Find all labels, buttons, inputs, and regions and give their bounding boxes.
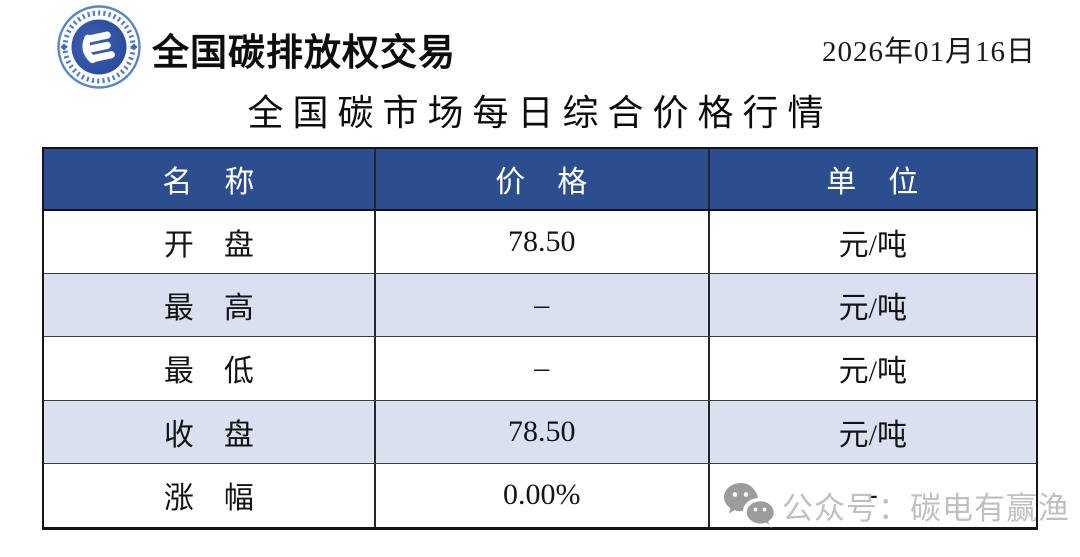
row-price: – [376, 274, 710, 337]
col-header-price: 价 格 [376, 149, 710, 209]
row-unit: 元/吨 [838, 292, 907, 326]
row-price: 78.50 [376, 400, 710, 463]
table-row-high: 最 高 – 元/吨 [44, 274, 1036, 338]
masthead: 全国碳排放权交易 2026年01月16日 [0, 0, 1080, 92]
page-title: 全国碳市场每日综合价格行情 [247, 93, 833, 133]
row-name: 最 高 [44, 274, 376, 337]
row-unit: 元/吨 [838, 229, 907, 263]
row-unit: 元/吨 [838, 355, 907, 389]
row-unit: - [867, 478, 878, 512]
table-row-close: 收 盘 78.50 元/吨 [44, 400, 1036, 464]
row-unit: 元/吨 [838, 418, 907, 452]
row-price: 78.50 [376, 211, 710, 274]
table-row-change: 涨 幅 0.00% - [44, 463, 1036, 527]
row-name: 开 盘 [44, 211, 376, 274]
carbon-exchange-logo-icon [57, 5, 141, 89]
report-date: 2026年01月16日 [821, 36, 1036, 68]
daily-price-table: 名 称 价 格 单 位 开 盘 78.50 元/吨 最 高 – 元/吨 最 低 … [42, 147, 1038, 530]
table-header-row: 名 称 价 格 单 位 [44, 149, 1036, 211]
row-name: 收 盘 [44, 400, 376, 463]
row-name: 最 低 [44, 337, 376, 400]
row-name: 涨 幅 [44, 463, 376, 527]
row-price: 0.00% [376, 463, 710, 527]
col-header-unit: 单 位 [826, 166, 920, 199]
col-header-name: 名 称 [44, 149, 376, 209]
row-price: – [376, 337, 710, 400]
table-row-open: 开 盘 78.50 元/吨 [44, 211, 1036, 275]
brand-title: 全国碳排放权交易 [152, 33, 456, 74]
table-row-low: 最 低 – 元/吨 [44, 337, 1036, 401]
